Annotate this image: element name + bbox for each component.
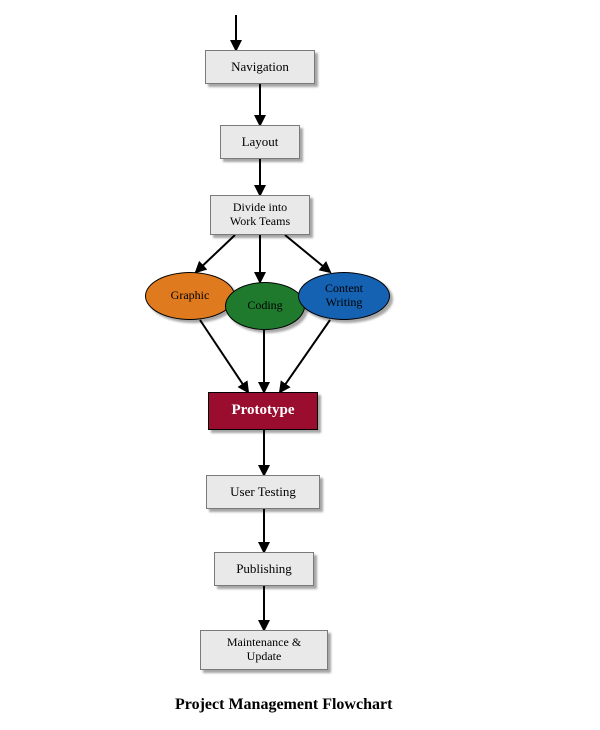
flowchart-stage: Navigation Layout Divide into Work Teams Gr… bbox=[0, 0, 600, 730]
node-navigation: Navigation bbox=[205, 50, 315, 84]
edge-3 bbox=[196, 235, 235, 272]
flowchart-caption: Project Management Flowchart bbox=[175, 696, 392, 714]
edge-8 bbox=[280, 320, 330, 392]
node-prototype: Prototype bbox=[208, 392, 318, 430]
node-content: Content Writing bbox=[298, 272, 390, 320]
node-publishing: Publishing bbox=[214, 552, 314, 586]
node-divide: Divide into Work Teams bbox=[210, 195, 310, 235]
node-maintenance: Maintenance & Update bbox=[200, 630, 328, 670]
edge-6 bbox=[200, 320, 248, 392]
node-graphic: Graphic bbox=[145, 272, 235, 320]
node-layout: Layout bbox=[220, 125, 300, 159]
edges-layer bbox=[0, 0, 600, 730]
node-usertesting: User Testing bbox=[206, 475, 320, 509]
edge-5 bbox=[285, 235, 330, 272]
node-coding: Coding bbox=[225, 282, 305, 330]
